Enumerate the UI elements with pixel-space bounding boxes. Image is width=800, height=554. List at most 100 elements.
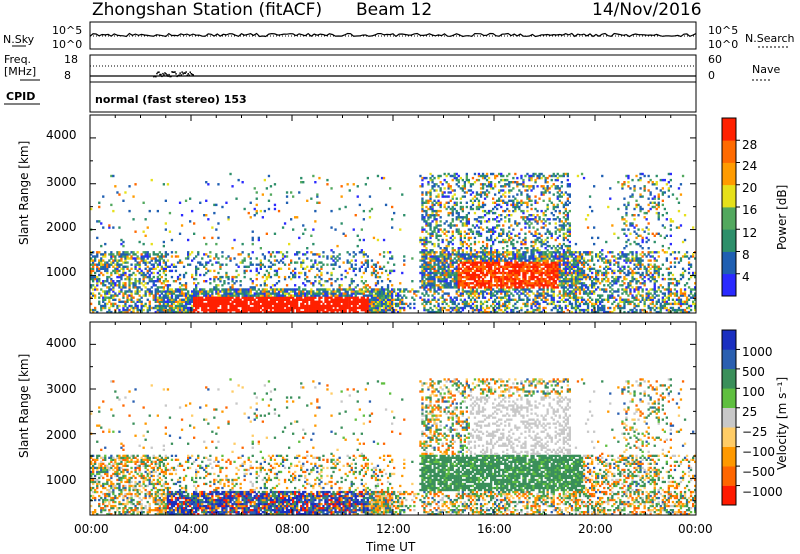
power-cell [362, 304, 365, 308]
power-cell [532, 234, 535, 237]
power-cell [395, 294, 398, 297]
power-cell [431, 275, 434, 279]
power-cell [90, 253, 93, 256]
power-cell [512, 247, 515, 250]
power-cell [550, 284, 553, 287]
power-cell [556, 267, 559, 270]
power-cell [496, 253, 499, 256]
power-cell [443, 286, 446, 289]
power-cell [174, 280, 178, 283]
power-cell [241, 288, 244, 291]
power-cell [296, 308, 299, 312]
power-cell [427, 257, 430, 260]
power-cell [338, 304, 341, 308]
power-cell [227, 308, 230, 312]
power-cell [354, 259, 357, 262]
power-cell [243, 292, 246, 295]
power-cell [239, 288, 242, 291]
power-cell [449, 265, 452, 268]
power-cell [233, 300, 236, 303]
power-cell [485, 238, 489, 242]
power-cell [494, 310, 497, 314]
power-cell [180, 261, 184, 264]
power-cell [96, 255, 99, 258]
power-cell [263, 296, 266, 299]
power-cell [550, 269, 553, 273]
power-cell [492, 269, 495, 273]
power-cell [552, 292, 555, 295]
power-cell [542, 290, 545, 293]
power-cell [536, 263, 539, 266]
power-cell [536, 222, 539, 225]
power-cell [498, 267, 501, 270]
power-cell [150, 257, 153, 260]
power-cell [423, 263, 426, 266]
power-cell [479, 284, 483, 287]
power-cell [407, 290, 410, 293]
power-cell [318, 292, 321, 295]
power-cell [445, 195, 448, 198]
power-cell [526, 247, 529, 250]
power-cell [253, 294, 256, 297]
power-cell [168, 310, 172, 314]
power-cell [223, 290, 226, 293]
power-cell [447, 271, 450, 275]
power-cell [285, 201, 289, 204]
power-cell [516, 261, 519, 264]
power-cell [485, 174, 489, 178]
power-cell [481, 296, 485, 299]
power-cell [344, 269, 347, 273]
power-cell [362, 251, 365, 254]
power-cell [492, 302, 495, 306]
power-cell [473, 294, 477, 297]
power-cell [437, 271, 440, 275]
power-cell [481, 216, 485, 219]
power-cell [229, 306, 232, 310]
power-cell [538, 176, 541, 180]
power-cell [465, 277, 468, 281]
power-cell [368, 286, 372, 289]
power-cell [382, 288, 386, 291]
power-cell [483, 203, 487, 207]
power-cell [494, 201, 497, 204]
power-cell [213, 302, 216, 306]
freq-dot [167, 75, 169, 77]
power-cell [346, 294, 349, 297]
power-cell [152, 271, 155, 275]
power-cell [164, 267, 167, 270]
power-cell [457, 259, 460, 262]
power-cell [459, 230, 462, 233]
power-cell [116, 280, 119, 283]
power-cell [374, 306, 378, 310]
power-cell [457, 257, 460, 260]
power-cell [245, 298, 248, 301]
power-cell [526, 222, 529, 225]
power-cell [217, 296, 220, 299]
power-cell [263, 308, 266, 312]
power-cell [431, 181, 434, 184]
power-cell [461, 261, 464, 264]
power-cell [429, 271, 432, 275]
power-cell [126, 298, 129, 301]
power-cell [164, 292, 167, 295]
power-cell [116, 304, 119, 308]
power-cell [500, 288, 503, 291]
power-cell [193, 222, 196, 225]
power-cell [522, 211, 525, 215]
power-cell [211, 306, 214, 310]
power-cell [207, 300, 210, 303]
power-cell [433, 261, 436, 264]
power-cell [443, 273, 446, 277]
power-cell [140, 253, 143, 256]
power-cell [265, 294, 268, 297]
power-cell [546, 240, 549, 244]
power-cell [421, 176, 424, 180]
power-cell [201, 296, 204, 299]
nave-label: Nave [752, 63, 781, 76]
power-cell [451, 218, 454, 221]
power-cell [90, 267, 93, 270]
power-cell [550, 178, 553, 182]
power-cell [269, 296, 273, 299]
power-cell [512, 269, 515, 273]
power-cell [154, 288, 157, 291]
